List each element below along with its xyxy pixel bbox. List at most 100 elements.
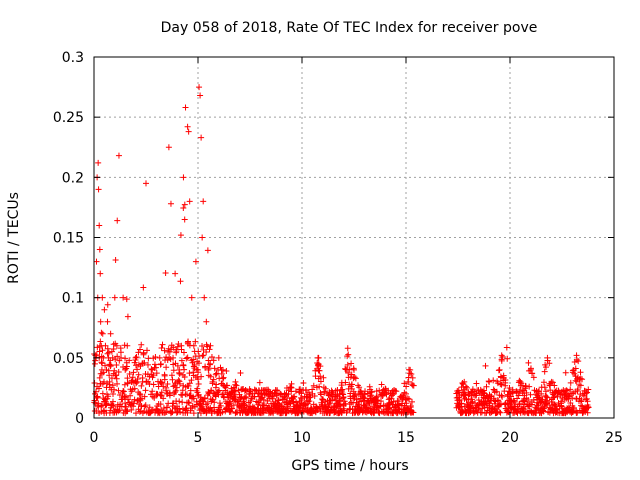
data-point	[99, 380, 106, 387]
data-point	[124, 375, 131, 382]
data-point	[351, 374, 358, 381]
data-point	[567, 379, 574, 386]
data-point	[111, 367, 118, 374]
data-point	[164, 380, 171, 387]
data-point	[169, 376, 176, 383]
data-point	[112, 256, 119, 263]
data-point	[578, 397, 585, 404]
data-point	[156, 354, 163, 361]
data-point	[585, 403, 592, 410]
data-point	[233, 382, 240, 389]
data-point	[98, 329, 105, 336]
data-point	[98, 359, 105, 366]
data-point	[140, 349, 147, 356]
data-point	[116, 357, 123, 364]
x-tick-label: 20	[501, 430, 519, 446]
data-point	[151, 361, 158, 368]
data-point	[352, 375, 359, 382]
data-point	[504, 407, 511, 414]
data-point	[176, 370, 183, 377]
data-point	[340, 393, 347, 400]
data-point	[373, 394, 380, 401]
data-point	[182, 104, 189, 111]
data-point	[573, 356, 580, 363]
data-point	[551, 382, 558, 389]
data-point	[136, 346, 143, 353]
data-point	[377, 398, 384, 405]
data-point	[232, 381, 239, 388]
data-point	[499, 393, 506, 400]
data-point	[168, 372, 175, 379]
data-point	[113, 375, 120, 382]
chart-title: Day 058 of 2018, Rate Of TEC Index for r…	[161, 20, 538, 36]
data-point	[213, 370, 220, 377]
y-tick-label: 0	[75, 411, 84, 427]
data-point	[180, 361, 187, 368]
data-point	[530, 374, 537, 381]
data-point	[579, 376, 586, 383]
data-point	[113, 361, 120, 368]
data-point	[173, 384, 180, 391]
data-point	[200, 198, 207, 205]
data-point	[195, 360, 202, 367]
data-point	[206, 346, 213, 353]
data-point	[232, 393, 239, 400]
data-point	[350, 365, 357, 372]
data-point	[348, 360, 355, 367]
data-point	[200, 398, 207, 405]
data-point	[346, 406, 353, 413]
data-point	[157, 401, 164, 408]
data-point	[207, 360, 214, 367]
data-point	[525, 397, 532, 404]
data-point	[201, 294, 208, 301]
data-point	[134, 378, 141, 385]
data-point	[274, 387, 281, 394]
data-point	[172, 380, 179, 387]
data-point	[198, 373, 205, 380]
data-point	[401, 389, 408, 396]
data-point	[146, 404, 153, 411]
data-point	[549, 379, 556, 386]
x-axis-ticks: 0 5 10 15 20 25	[90, 57, 623, 446]
data-point	[91, 379, 98, 386]
data-point	[506, 385, 513, 392]
data-point	[99, 390, 106, 397]
data-point	[368, 392, 375, 399]
data-point	[529, 370, 536, 377]
data-point	[208, 354, 215, 361]
data-point	[161, 347, 168, 354]
data-point	[183, 407, 190, 414]
data-point	[195, 392, 202, 399]
data-point	[224, 382, 231, 389]
data-point	[376, 387, 383, 394]
data-point	[94, 394, 101, 401]
data-point	[104, 350, 111, 357]
data-point	[181, 366, 188, 373]
data-point	[97, 270, 104, 277]
data-point	[522, 382, 529, 389]
data-point	[574, 386, 581, 393]
data-point	[329, 389, 336, 396]
data-point	[146, 381, 153, 388]
data-point	[210, 376, 217, 383]
x-tick-label: 0	[90, 430, 99, 446]
data-point	[160, 405, 167, 412]
data-point	[138, 382, 145, 389]
data-point	[291, 393, 298, 400]
data-point	[207, 373, 214, 380]
data-point	[137, 391, 144, 398]
data-point	[195, 376, 202, 383]
data-point	[502, 379, 509, 386]
data-point	[193, 366, 200, 373]
data-point	[186, 400, 193, 407]
data-point	[100, 369, 107, 376]
data-point	[185, 128, 192, 135]
data-point	[105, 349, 112, 356]
data-point	[201, 394, 208, 401]
data-point	[584, 398, 591, 405]
data-point	[115, 368, 122, 375]
data-point	[97, 318, 104, 325]
data-point	[99, 347, 106, 354]
data-point	[184, 123, 191, 130]
data-point	[109, 398, 116, 405]
